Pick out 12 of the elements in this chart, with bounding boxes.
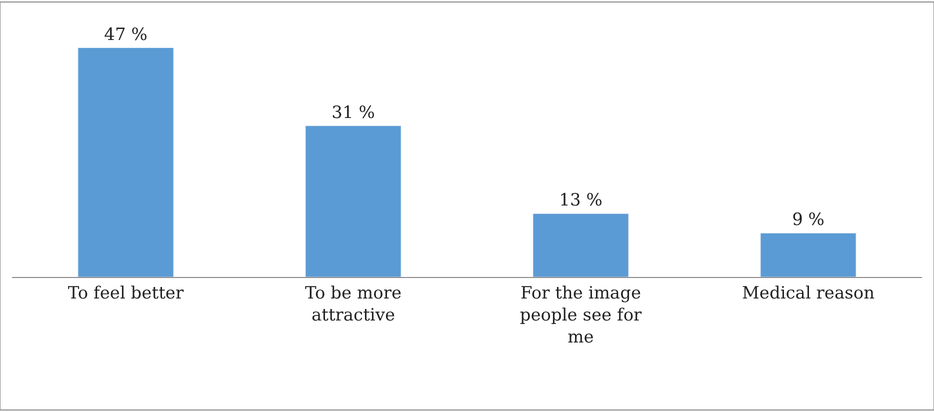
data-label: 9 % — [792, 210, 824, 230]
x-tick-label: To feel better — [68, 283, 184, 304]
x-tick-label: Medical reason — [742, 283, 875, 304]
x-tick-label: To be more attractive — [304, 283, 402, 326]
bar — [305, 126, 402, 277]
data-label: 31 % — [332, 102, 375, 123]
bar — [532, 213, 629, 277]
data-label: 47 % — [104, 24, 148, 45]
x-tick-label: For the image people see for me — [520, 283, 643, 348]
bar — [760, 232, 856, 277]
bar — [78, 48, 174, 277]
data-label: 13 % — [559, 190, 602, 211]
